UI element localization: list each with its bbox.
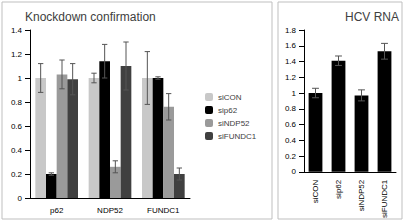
svg-text:Knockdown confirmation: Knockdown confirmation [25, 10, 156, 24]
svg-text:siNDP52: siNDP52 [218, 119, 250, 128]
svg-text:1.6: 1.6 [285, 41, 297, 50]
svg-text:siNDP52: siNDP52 [357, 179, 366, 211]
svg-text:0.6: 0.6 [285, 120, 297, 129]
svg-text:p62: p62 [50, 206, 64, 215]
svg-text:0.8: 0.8 [285, 104, 297, 113]
svg-text:siCON: siCON [218, 93, 242, 102]
svg-text:0: 0 [18, 194, 23, 203]
svg-text:sip62: sip62 [334, 179, 343, 199]
svg-text:0: 0 [292, 167, 297, 176]
svg-text:0.2: 0.2 [285, 152, 297, 161]
svg-text:1.4: 1.4 [11, 26, 23, 35]
svg-text:HCV RNA: HCV RNA [345, 10, 399, 24]
svg-text:NDP52: NDP52 [97, 206, 123, 215]
svg-text:0.4: 0.4 [285, 136, 297, 145]
svg-text:1: 1 [18, 74, 23, 83]
svg-text:1.2: 1.2 [285, 73, 297, 82]
svg-text:1.8: 1.8 [285, 26, 297, 35]
svg-text:1.4: 1.4 [285, 57, 297, 66]
svg-text:1: 1 [292, 89, 297, 98]
svg-text:0.2: 0.2 [11, 170, 23, 179]
svg-text:1.2: 1.2 [11, 50, 23, 59]
svg-text:siCON: siCON [311, 180, 320, 204]
svg-text:FUNDC1: FUNDC1 [147, 206, 180, 215]
svg-text:sip62: sip62 [218, 106, 238, 115]
svg-text:0.8: 0.8 [11, 98, 23, 107]
svg-text:siFUNDC1: siFUNDC1 [380, 179, 389, 218]
svg-text:0.4: 0.4 [11, 146, 23, 155]
svg-text:siFUNDC1: siFUNDC1 [218, 132, 257, 141]
svg-text:0.6: 0.6 [11, 122, 23, 131]
